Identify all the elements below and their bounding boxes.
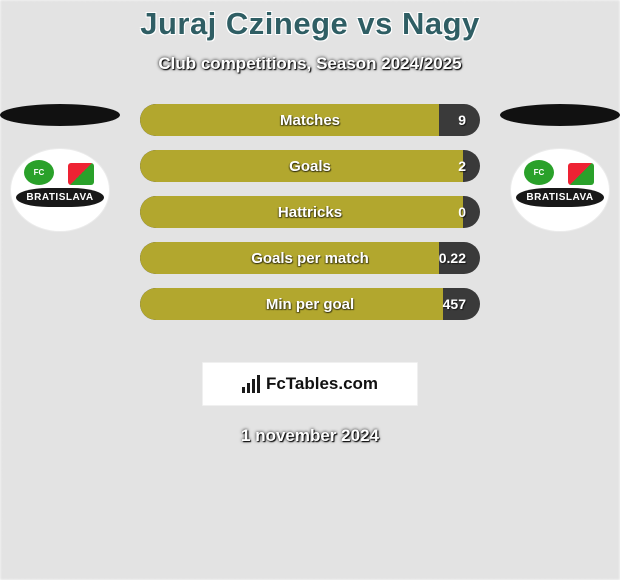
stat-bar-label: Matches [280, 112, 340, 129]
player-right-silhouette-icon [500, 104, 620, 126]
stat-bar-value-right: 0.22 [439, 250, 466, 266]
stat-bar: Matches 9 [140, 104, 480, 136]
stat-bar-label: Goals per match [251, 250, 369, 267]
stat-bar: Goals per match 0.22 [140, 242, 480, 274]
infographic-root: Juraj Czinege vs Nagy Club competitions,… [0, 0, 620, 446]
player-left-silhouette-icon [0, 104, 120, 126]
page-title: Juraj Czinege vs Nagy [0, 6, 620, 42]
comparison-area: FC FC Matches 9 Goals 2 Hattricks 0 Goals per … [0, 104, 620, 334]
branding-badge: FcTables.com [202, 362, 418, 406]
date-text: 1 november 2024 [0, 426, 620, 446]
stat-bar-label: Hattricks [278, 204, 342, 221]
player-left-column: FC [0, 104, 120, 232]
player-left-club-logo-icon: FC [10, 148, 110, 232]
player-left-club-accent-icon [68, 163, 94, 185]
stat-bar-value-right: 2 [458, 158, 466, 174]
player-right-column: FC [500, 104, 620, 232]
stat-bar-label: Goals [289, 158, 331, 175]
stat-bar: Min per goal 457 [140, 288, 480, 320]
subtitle: Club competitions, Season 2024/2025 [0, 54, 620, 74]
stat-bar-value-right: 9 [458, 112, 466, 128]
stat-bar: Goals 2 [140, 150, 480, 182]
stat-bar-value-right: 0 [458, 204, 466, 220]
player-right-club-logo-icon: FC [510, 148, 610, 232]
branding-text: FcTables.com [266, 374, 378, 394]
player-right-club-fc-badge: FC [524, 160, 554, 185]
stat-bar: Hattricks 0 [140, 196, 480, 228]
branding-bars-icon [242, 375, 260, 393]
player-left-club-fc-badge: FC [24, 160, 54, 185]
stat-bar-label: Min per goal [266, 296, 354, 313]
stat-bar-value-right: 457 [443, 296, 466, 312]
player-right-club-accent-icon [568, 163, 594, 185]
stat-bars: Matches 9 Goals 2 Hattricks 0 Goals per match 0… [140, 104, 480, 320]
